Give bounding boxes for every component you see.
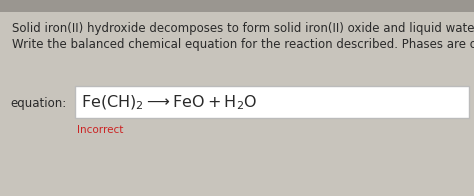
Text: Solid iron(II) hydroxide decomposes to form solid iron(II) oxide and liquid wate: Solid iron(II) hydroxide decomposes to f…: [12, 22, 474, 35]
Text: equation:: equation:: [10, 96, 66, 110]
FancyBboxPatch shape: [0, 0, 474, 12]
Text: Incorrect: Incorrect: [77, 125, 123, 135]
FancyBboxPatch shape: [75, 86, 469, 118]
Text: $\mathrm{Fe(CH)_2 \longrightarrow FeO + H_2O}$: $\mathrm{Fe(CH)_2 \longrightarrow FeO + …: [81, 94, 257, 112]
Text: Write the balanced chemical equation for the reaction described. Phases are opti: Write the balanced chemical equation for…: [12, 38, 474, 51]
